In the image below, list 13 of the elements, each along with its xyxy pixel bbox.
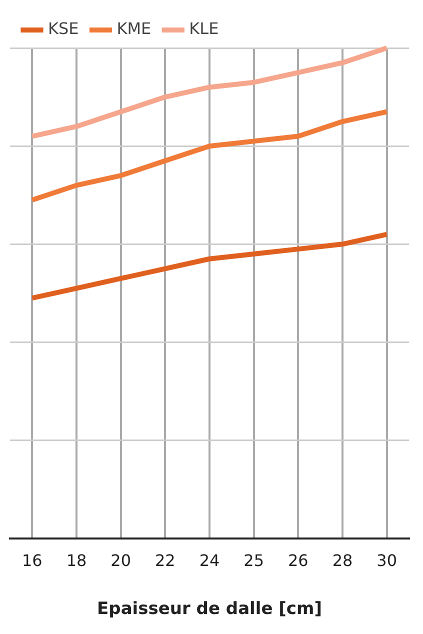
x-tick-label: 22 (154, 551, 176, 570)
legend-label: KME (116, 19, 152, 38)
x-tick-label: 18 (66, 551, 87, 570)
legend-label: KLE (189, 19, 219, 38)
legend-label: KSE (48, 19, 79, 38)
x-tick-label: 20 (110, 551, 132, 570)
x-tick-label: 28 (332, 551, 353, 570)
x-axis-title: Epaisseur de dalle [cm] (97, 599, 322, 620)
x-tick-label: 24 (199, 551, 220, 570)
x-tick-label: 30 (376, 551, 398, 570)
x-tick-label: 16 (22, 551, 42, 570)
x-tick-label: 26 (288, 551, 308, 570)
x-tick-label: 25 (244, 551, 264, 570)
